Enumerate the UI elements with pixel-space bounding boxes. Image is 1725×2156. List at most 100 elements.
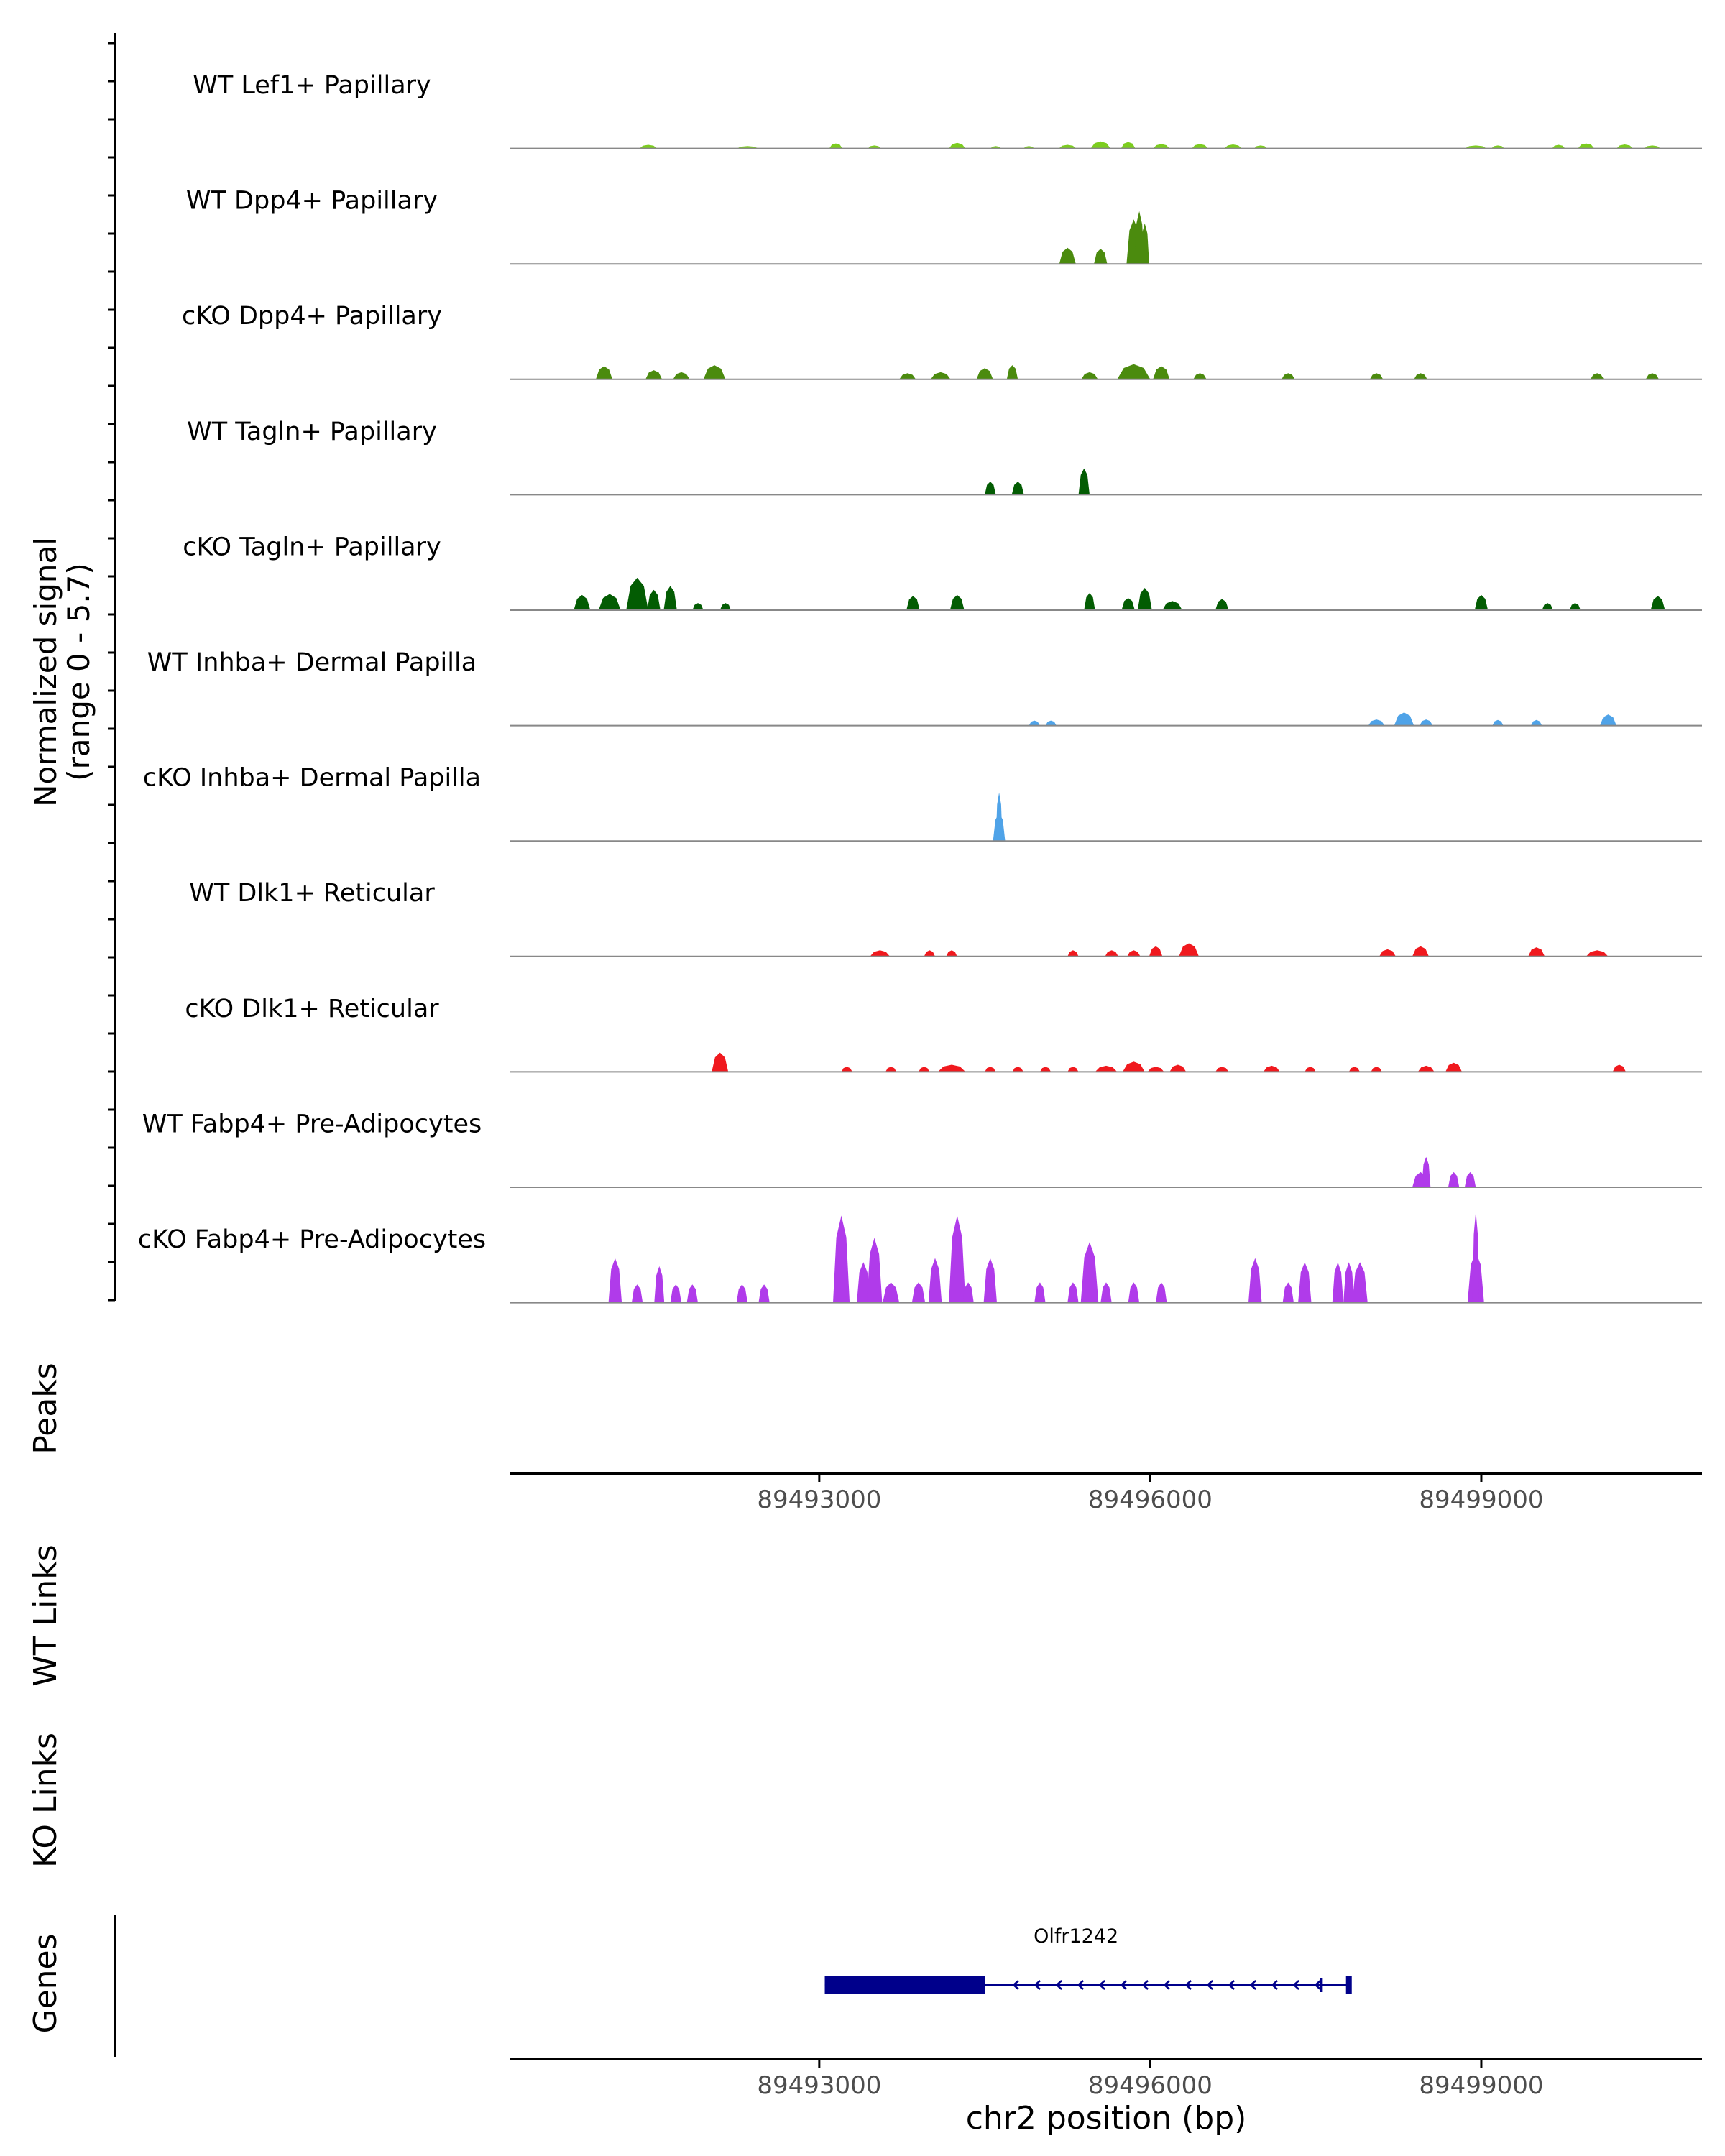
- strand-arrow: [1184, 1980, 1192, 1990]
- coverage-peak: [976, 368, 993, 379]
- coverage-peak: [946, 950, 957, 957]
- y-axis-label-line2: (range 0 - 5.7): [61, 563, 96, 781]
- strand-arrow: [1077, 1980, 1084, 1990]
- track-8: WT Dlk1+ Reticular: [189, 879, 1702, 957]
- track-label: cKO Fabp4+ Pre-Adipocytes: [138, 1225, 486, 1254]
- coverage-peak: [1369, 373, 1384, 379]
- peaks-x-axis-ticks: 89493000 89496000 89499000: [757, 1473, 1543, 1514]
- coverage-peak: [1067, 1067, 1079, 1072]
- coverage-peak: [1332, 1262, 1344, 1303]
- coverage-peak: [631, 1284, 643, 1303]
- coverage-peak: [983, 1258, 997, 1303]
- coverage-peak: [1140, 223, 1149, 264]
- gene-name-label: Olfr1242: [1034, 1925, 1118, 1948]
- coverage-peak: [1348, 1067, 1361, 1072]
- coverage-peak: [598, 594, 621, 610]
- strand-arrow: [1141, 1980, 1149, 1990]
- coverage-peak: [928, 1258, 942, 1303]
- coverage-peak: [1169, 1064, 1187, 1072]
- coverage-peak: [1029, 720, 1040, 726]
- coverage-peak: [1034, 1282, 1046, 1303]
- coverage-peak: [1394, 712, 1414, 726]
- coverage-peak: [1156, 1282, 1167, 1303]
- y-axis-label-line1: Normalized signal: [28, 537, 63, 807]
- coverage-peak: [608, 1258, 622, 1303]
- coverage-peak: [1081, 372, 1098, 379]
- strand-arrow: [1034, 1980, 1041, 1990]
- track-6: WT Inhba+ Dermal Papilla: [147, 648, 1702, 727]
- coverage-peak: [949, 1215, 966, 1303]
- coverage-peak: [1528, 947, 1545, 957]
- coverage-peak: [1569, 603, 1581, 610]
- peaks-x-axis-tick-label: 89496000: [1088, 1485, 1213, 1514]
- track-11: cKO Fabp4+ Pre-Adipocytes: [138, 1211, 1702, 1304]
- coverage-peak: [692, 603, 704, 610]
- coverage-peak: [1127, 950, 1141, 957]
- coverage-peak: [1578, 143, 1595, 149]
- track-label: cKO Dlk1+ Reticular: [185, 995, 439, 1023]
- coverage-peak: [1100, 1282, 1112, 1303]
- coverage-peak: [1090, 141, 1111, 149]
- coverage-peak: [574, 594, 591, 610]
- coverage-peak: [1084, 593, 1095, 610]
- peaks-label: Peaks: [27, 1363, 64, 1454]
- coverage-peak: [1542, 603, 1553, 610]
- coverage-peak: [1193, 373, 1207, 379]
- coverage-peak: [654, 1266, 665, 1303]
- coverage-peak: [868, 145, 881, 149]
- coverage-peak: [1123, 1061, 1145, 1072]
- coverage-peak: [1414, 373, 1427, 379]
- coverage-peak: [866, 1238, 883, 1303]
- track-label: WT Dpp4+ Papillary: [186, 187, 438, 216]
- genes-x-axis-ticks: 89493000 89496000 89499000: [757, 2059, 1543, 2100]
- track-label: WT Inhba+ Dermal Papilla: [147, 648, 477, 677]
- track-9: cKO Dlk1+ Reticular: [185, 995, 1702, 1073]
- coverage-peak: [841, 1067, 852, 1072]
- coverage-peak: [1078, 468, 1090, 495]
- coverage-peak: [1105, 950, 1118, 957]
- gene-track: Olfr1242: [824, 1925, 1352, 1994]
- coverage-peak: [1531, 719, 1542, 726]
- coverage-peak: [886, 1067, 897, 1072]
- coverage-peak: [1282, 373, 1295, 379]
- coverage-peak: [1282, 1282, 1294, 1303]
- coverage-peak: [1128, 1282, 1140, 1303]
- coverage-peak: [1045, 720, 1057, 726]
- strand-arrow: [1098, 1980, 1105, 1990]
- coverage-peak: [899, 373, 916, 379]
- coverage-peak: [1474, 594, 1489, 610]
- coverage-peak: [1192, 144, 1208, 149]
- coverage-peak: [1590, 373, 1604, 379]
- strand-arrow: [1249, 1980, 1256, 1990]
- coverage-peak: [1067, 950, 1079, 957]
- strand-arrow: [1055, 1980, 1062, 1990]
- coverage-peak: [1650, 596, 1665, 610]
- coverage-peak: [736, 1284, 748, 1303]
- coverage-peak: [596, 366, 612, 379]
- track-label: WT Lef1+ Papillary: [193, 71, 431, 100]
- coverage-peak: [1612, 1064, 1627, 1072]
- coverage-peak: [911, 1282, 926, 1303]
- coverage-peak: [1121, 598, 1135, 610]
- coverage-peak: [639, 144, 658, 149]
- coverage-peak: [1059, 247, 1076, 264]
- coverage-peak: [1445, 1062, 1463, 1072]
- coverage-peak: [1254, 145, 1268, 149]
- coverage-peak: [1080, 1242, 1099, 1303]
- genes-x-axis-tick-label: 89493000: [757, 2071, 881, 2100]
- coverage-peak: [1263, 1065, 1280, 1072]
- strand-arrow: [1314, 1980, 1321, 1990]
- coverage-peak: [686, 1284, 698, 1303]
- track-label: WT Fabp4+ Pre-Adipocytes: [142, 1110, 482, 1138]
- coverage-peak: [1067, 1282, 1079, 1303]
- strand-arrow: [1012, 1980, 1019, 1990]
- track-label: WT Dlk1+ Reticular: [189, 879, 435, 908]
- y-axis-ticks: [108, 42, 115, 1302]
- coverage-peak: [1153, 144, 1170, 149]
- coverage-peak: [1616, 144, 1634, 149]
- coverage-peak: [1305, 1067, 1316, 1072]
- track-1: WT Lef1+ Papillary: [193, 71, 1702, 149]
- strand-arrow: [1271, 1980, 1278, 1990]
- coverage-peak: [829, 143, 843, 149]
- coverage-peak: [758, 1284, 770, 1303]
